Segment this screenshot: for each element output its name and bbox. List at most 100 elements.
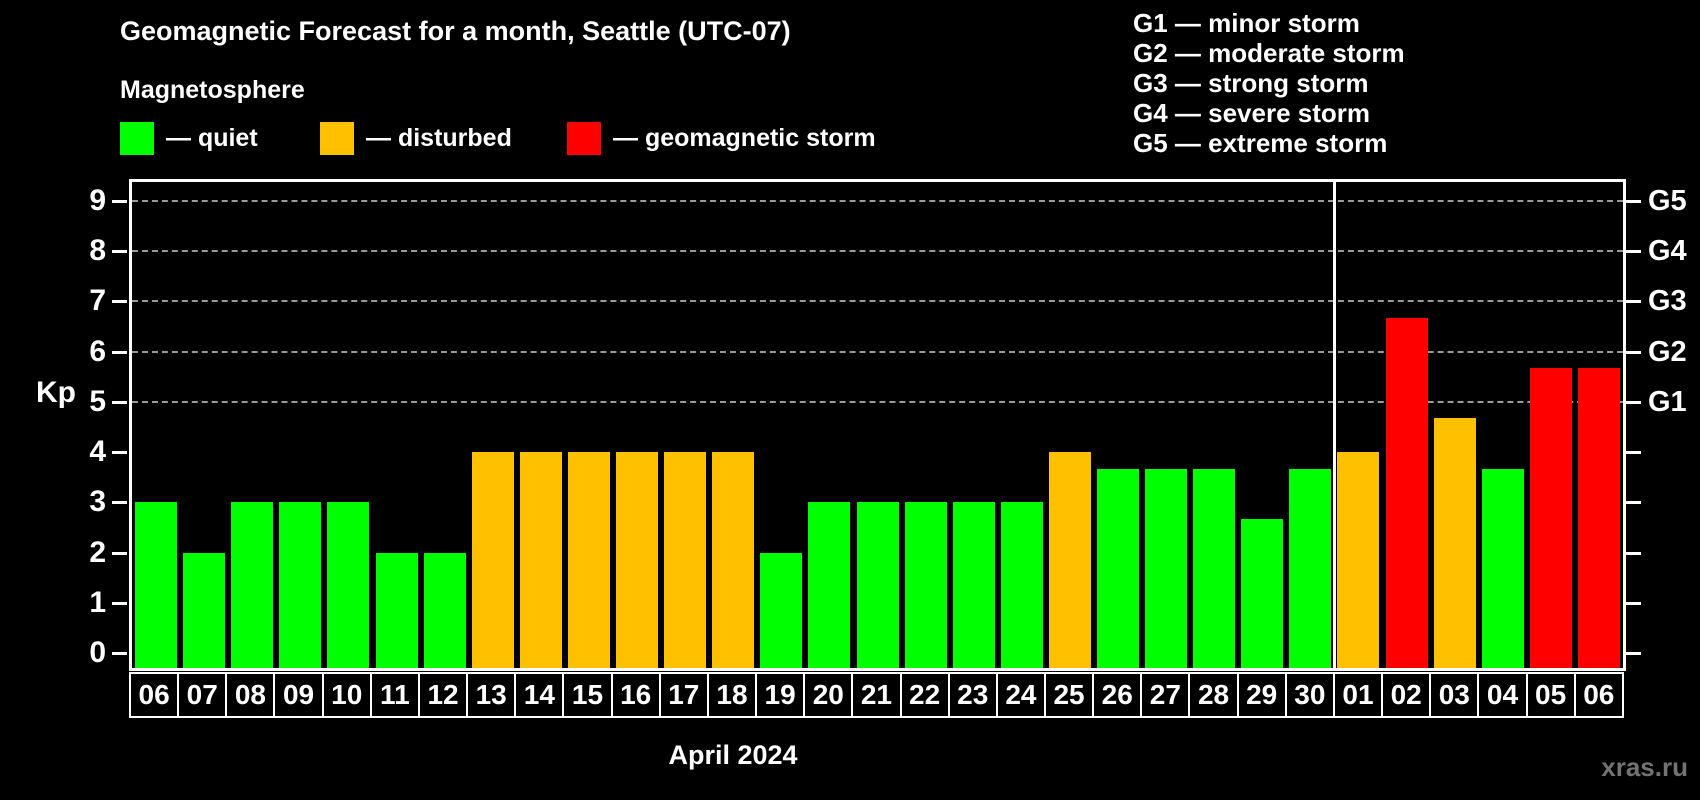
x-label-may-02: 02 bbox=[1381, 674, 1429, 716]
quiet-color-swatch bbox=[120, 121, 154, 155]
x-label-apr-16: 16 bbox=[610, 674, 659, 716]
bar-02 bbox=[1385, 318, 1428, 668]
x-label-apr-21: 21 bbox=[851, 674, 899, 716]
legend-disturbed-label: — disturbed bbox=[366, 123, 512, 152]
bar-22 bbox=[904, 502, 947, 668]
storm-scale-line-g1: G1 — minor storm bbox=[1133, 8, 1360, 38]
x-label-apr-09: 09 bbox=[273, 674, 321, 716]
y-tick-left-7 bbox=[112, 300, 127, 304]
bar-13 bbox=[471, 452, 514, 668]
y-tick-label-7: 7 bbox=[89, 284, 106, 318]
y-tick-label-3: 3 bbox=[89, 485, 106, 519]
bar-30 bbox=[1289, 468, 1332, 668]
x-label-apr-15: 15 bbox=[562, 674, 610, 716]
bar-10 bbox=[327, 502, 370, 668]
y-tick-right-9 bbox=[1626, 200, 1641, 204]
bar-16 bbox=[616, 452, 659, 668]
y-tick-left-6 bbox=[112, 350, 127, 354]
bar-05 bbox=[1529, 368, 1572, 668]
y-tick-label-5: 5 bbox=[89, 384, 106, 418]
disturbed-color-swatch bbox=[320, 121, 354, 155]
bar-12 bbox=[423, 552, 466, 668]
x-label-may-04: 04 bbox=[1477, 674, 1525, 716]
y-tick-left-9 bbox=[112, 200, 127, 204]
plot-area bbox=[129, 179, 1626, 671]
bar-17 bbox=[664, 452, 707, 668]
y-tick-label-4: 4 bbox=[89, 435, 106, 469]
bar-08 bbox=[231, 502, 274, 668]
y-tick-label-0: 0 bbox=[89, 636, 106, 669]
storm-color-swatch bbox=[567, 121, 601, 155]
y-tick-left-0 bbox=[112, 652, 127, 655]
bar-29 bbox=[1241, 518, 1284, 668]
y-tick-left-8 bbox=[112, 250, 127, 254]
y-tick-label-2: 2 bbox=[89, 535, 106, 569]
y-tick-right-3 bbox=[1626, 501, 1641, 505]
g-label-g4: G4 bbox=[1648, 235, 1687, 268]
y-tick-label-1: 1 bbox=[89, 585, 106, 619]
y-tick-left-2 bbox=[112, 551, 127, 555]
g-label-g5: G5 bbox=[1648, 185, 1687, 218]
x-label-apr-19: 19 bbox=[755, 674, 803, 716]
x-label-apr-26: 26 bbox=[1092, 674, 1140, 716]
y-tick-label-9: 9 bbox=[89, 184, 106, 218]
y-axis-label-kp: Kp bbox=[36, 376, 76, 409]
bar-23 bbox=[952, 502, 995, 668]
x-label-apr-23: 23 bbox=[947, 674, 996, 716]
bar-21 bbox=[856, 502, 899, 668]
g-label-g1: G1 bbox=[1648, 385, 1687, 418]
y-tick-left-1 bbox=[112, 601, 127, 605]
bar-09 bbox=[279, 502, 322, 668]
bar-28 bbox=[1193, 468, 1236, 668]
x-label-apr-12: 12 bbox=[417, 674, 466, 716]
bar-06 bbox=[135, 502, 178, 668]
storm-scale-line-g5: G5 — extreme storm bbox=[1133, 128, 1388, 158]
x-label-apr-24: 24 bbox=[995, 674, 1044, 716]
bar-06 bbox=[1577, 368, 1620, 668]
subtitle-magnetosphere: Magnetosphere bbox=[120, 76, 305, 104]
bar-20 bbox=[808, 502, 851, 668]
y-tick-right-1 bbox=[1626, 601, 1641, 605]
month-separator bbox=[1332, 182, 1336, 668]
x-axis-label-row: 06 07 08 09 10 11 12 13 14 15 16 17 18 19 20 21 22 23 24 25… bbox=[129, 672, 1624, 718]
y-tick-right-5 bbox=[1626, 400, 1641, 404]
x-label-apr-18: 18 bbox=[706, 674, 755, 716]
y-tick-left-4 bbox=[112, 451, 127, 455]
y-tick-right-0 bbox=[1626, 652, 1641, 655]
x-label-apr-13: 13 bbox=[466, 674, 514, 716]
x-label-apr-25: 25 bbox=[1043, 674, 1092, 716]
page-title: Geomagnetic Forecast for a month, Seattl… bbox=[120, 16, 791, 46]
x-label-may-03: 03 bbox=[1429, 674, 1477, 716]
x-label-apr-30: 30 bbox=[1284, 674, 1333, 716]
gridline-kp9 bbox=[132, 200, 1623, 203]
bar-27 bbox=[1145, 468, 1188, 668]
x-label-apr-28: 28 bbox=[1188, 674, 1236, 716]
bar-11 bbox=[375, 552, 418, 668]
y-tick-label-6: 6 bbox=[89, 334, 106, 368]
x-label-apr-11: 11 bbox=[369, 674, 418, 716]
x-label-apr-08: 08 bbox=[225, 674, 273, 716]
x-label-apr-20: 20 bbox=[803, 674, 851, 716]
legend-storm-label: — geomagnetic storm bbox=[613, 123, 876, 152]
legend-item-disturbed: — disturbed bbox=[320, 120, 512, 156]
x-label-apr-17: 17 bbox=[658, 674, 707, 716]
y-tick-right-2 bbox=[1626, 551, 1641, 555]
storm-scale-line-g2: G2 — moderate storm bbox=[1133, 38, 1405, 68]
x-label-may-01: 01 bbox=[1332, 674, 1381, 716]
x-label-apr-22: 22 bbox=[899, 674, 948, 716]
storm-scale-legend: G1 — minor storm G2 — moderate storm G3 … bbox=[1133, 8, 1405, 158]
y-tick-right-6 bbox=[1626, 350, 1641, 354]
bar-19 bbox=[760, 552, 803, 668]
watermark-xras: xras.ru bbox=[1601, 752, 1688, 782]
y-tick-right-7 bbox=[1626, 300, 1641, 304]
x-label-may-06: 06 bbox=[1573, 674, 1622, 716]
gridline-kp7 bbox=[132, 300, 1623, 303]
gridline-kp5 bbox=[132, 400, 1623, 403]
y-tick-right-4 bbox=[1626, 451, 1641, 455]
storm-scale-line-g3: G3 — strong storm bbox=[1133, 68, 1369, 98]
x-label-may-05: 05 bbox=[1525, 674, 1574, 716]
storm-scale-line-g4: G4 — severe storm bbox=[1133, 98, 1371, 128]
gridline-kp6 bbox=[132, 350, 1623, 353]
bar-25 bbox=[1048, 452, 1091, 668]
x-label-apr-29: 29 bbox=[1236, 674, 1285, 716]
